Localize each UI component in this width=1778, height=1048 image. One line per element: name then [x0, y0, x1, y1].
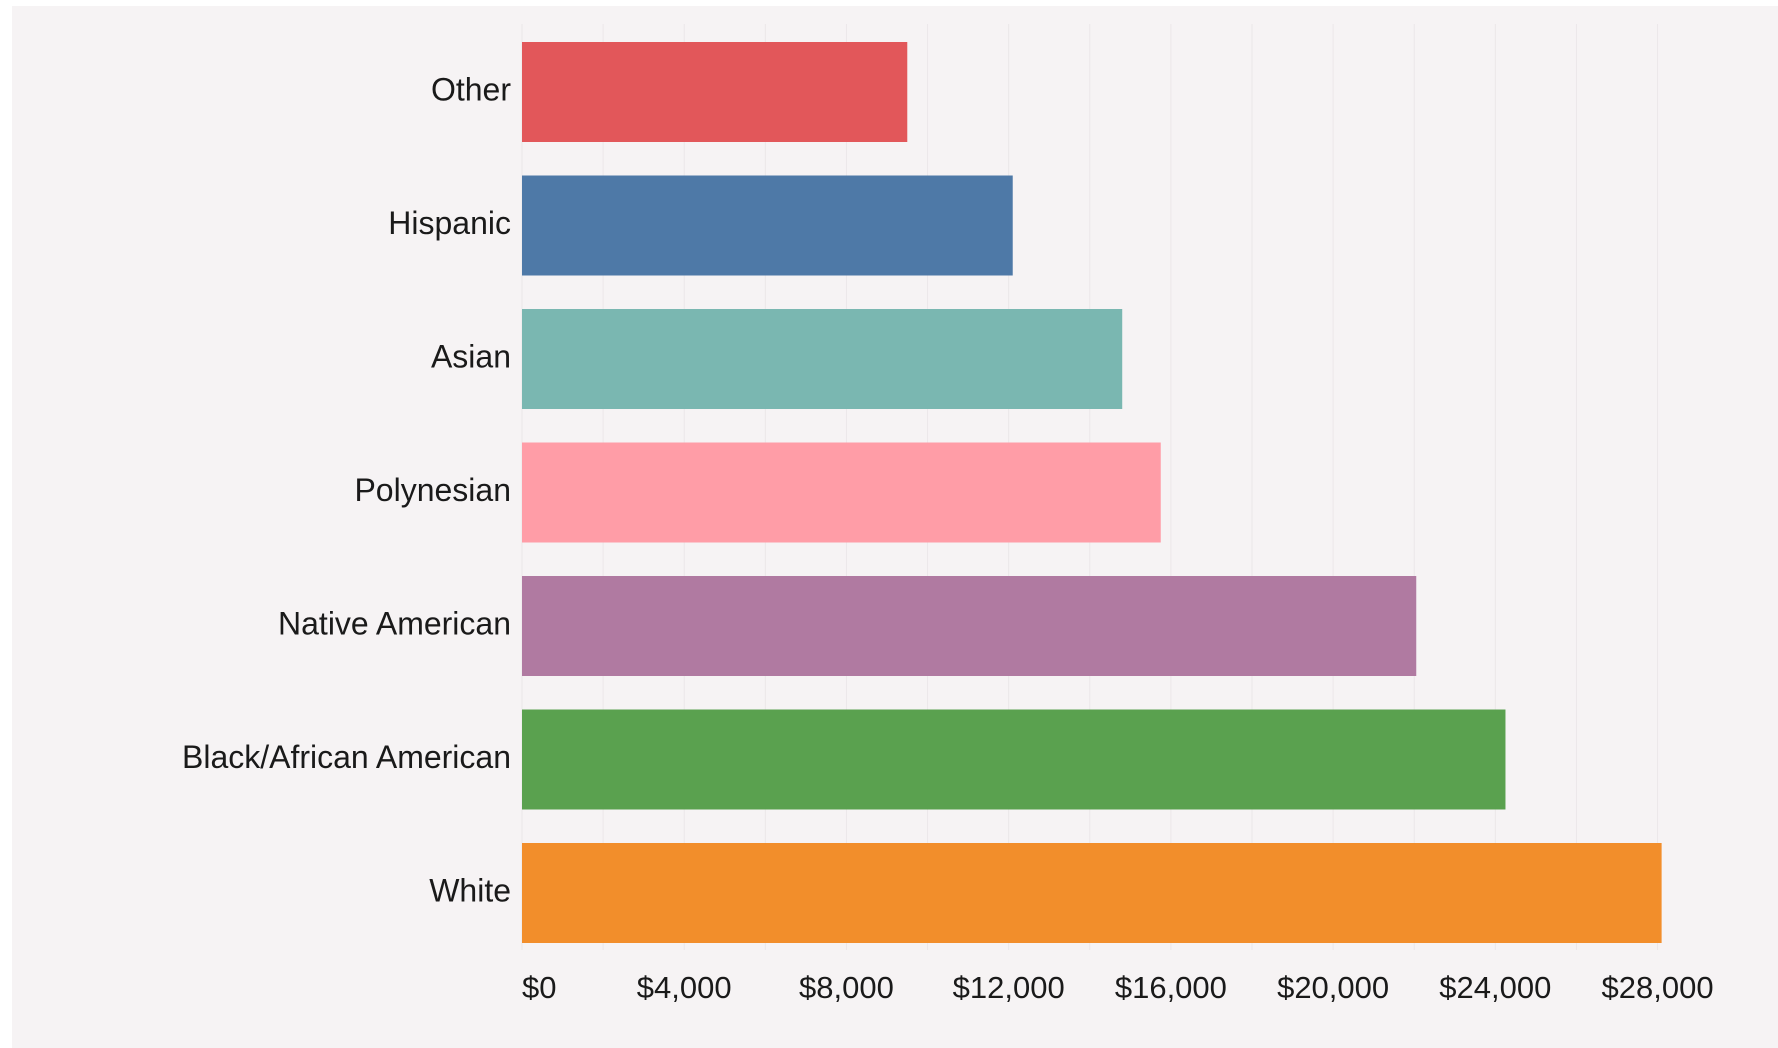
category-label: Polynesian [354, 472, 511, 508]
bar-black-african-american [522, 709, 1506, 810]
category-label: Native American [278, 605, 511, 641]
x-tick-label: $20,000 [1277, 970, 1389, 1005]
x-tick-label: $24,000 [1439, 970, 1551, 1005]
category-labels: Other Hispanic Asian Polynesian Native Ameri… [182, 71, 511, 908]
x-tick-label: $16,000 [1115, 970, 1227, 1005]
x-tick-label: $4,000 [637, 970, 732, 1005]
x-tick-label: $8,000 [799, 970, 894, 1005]
category-label: Other [431, 71, 511, 107]
bar-polynesian [522, 442, 1161, 543]
category-label: White [429, 872, 511, 908]
bar-native-american [522, 576, 1417, 676]
bar-other [522, 42, 908, 142]
bar-asian [522, 309, 1123, 409]
category-label: Black/African American [182, 739, 511, 775]
category-label: Asian [431, 338, 511, 374]
x-axis-tick-labels: $0 $4,000 $8,000 $12,000 $16,000 $20,000 $24,0… [522, 970, 1714, 1005]
x-tick-label: $28,000 [1602, 970, 1714, 1005]
bar-white [522, 843, 1662, 943]
category-label: Hispanic [388, 205, 511, 241]
x-tick-label: $0 [522, 970, 556, 1005]
x-tick-label: $12,000 [953, 970, 1065, 1005]
bars [522, 42, 1662, 943]
bar-hispanic [522, 175, 1013, 276]
